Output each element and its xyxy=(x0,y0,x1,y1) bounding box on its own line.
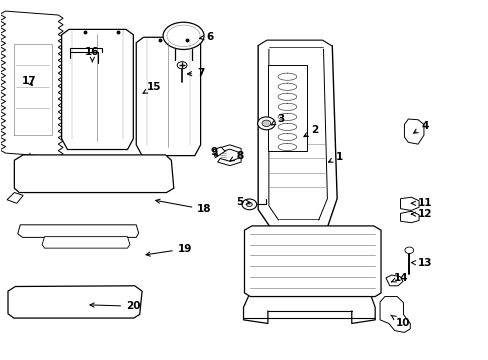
Polygon shape xyxy=(217,145,241,166)
Text: 12: 12 xyxy=(410,209,431,219)
Polygon shape xyxy=(18,225,139,237)
Text: 4: 4 xyxy=(413,121,427,133)
Ellipse shape xyxy=(242,199,256,210)
Text: 3: 3 xyxy=(271,114,284,125)
Text: 13: 13 xyxy=(410,258,431,268)
Polygon shape xyxy=(136,37,200,156)
Text: 15: 15 xyxy=(143,82,161,93)
Polygon shape xyxy=(8,286,142,318)
Ellipse shape xyxy=(177,62,186,69)
Text: 6: 6 xyxy=(199,32,214,41)
Ellipse shape xyxy=(163,22,203,49)
Text: 9: 9 xyxy=(210,147,217,157)
Text: 8: 8 xyxy=(229,150,243,161)
Text: 11: 11 xyxy=(410,198,431,208)
Polygon shape xyxy=(400,197,418,211)
Text: 16: 16 xyxy=(85,46,100,62)
Polygon shape xyxy=(267,65,306,151)
Text: 19: 19 xyxy=(146,244,192,256)
Polygon shape xyxy=(244,226,380,297)
Ellipse shape xyxy=(246,202,252,207)
Text: 7: 7 xyxy=(187,68,204,78)
Polygon shape xyxy=(0,11,63,157)
Text: 2: 2 xyxy=(304,125,318,137)
Polygon shape xyxy=(213,147,224,158)
Ellipse shape xyxy=(404,247,413,253)
Polygon shape xyxy=(404,119,423,144)
Text: 5: 5 xyxy=(236,197,250,207)
Polygon shape xyxy=(14,155,173,193)
Text: 20: 20 xyxy=(90,301,140,311)
Polygon shape xyxy=(61,30,133,149)
Polygon shape xyxy=(400,211,418,223)
Polygon shape xyxy=(379,297,409,332)
Polygon shape xyxy=(385,275,402,286)
Text: 17: 17 xyxy=(21,76,36,86)
Text: 18: 18 xyxy=(155,199,211,215)
Ellipse shape xyxy=(262,120,270,127)
Polygon shape xyxy=(42,237,130,248)
Ellipse shape xyxy=(257,117,275,130)
Text: 10: 10 xyxy=(390,315,409,328)
Polygon shape xyxy=(7,193,23,203)
Text: 1: 1 xyxy=(328,152,343,162)
Text: 14: 14 xyxy=(390,273,408,283)
